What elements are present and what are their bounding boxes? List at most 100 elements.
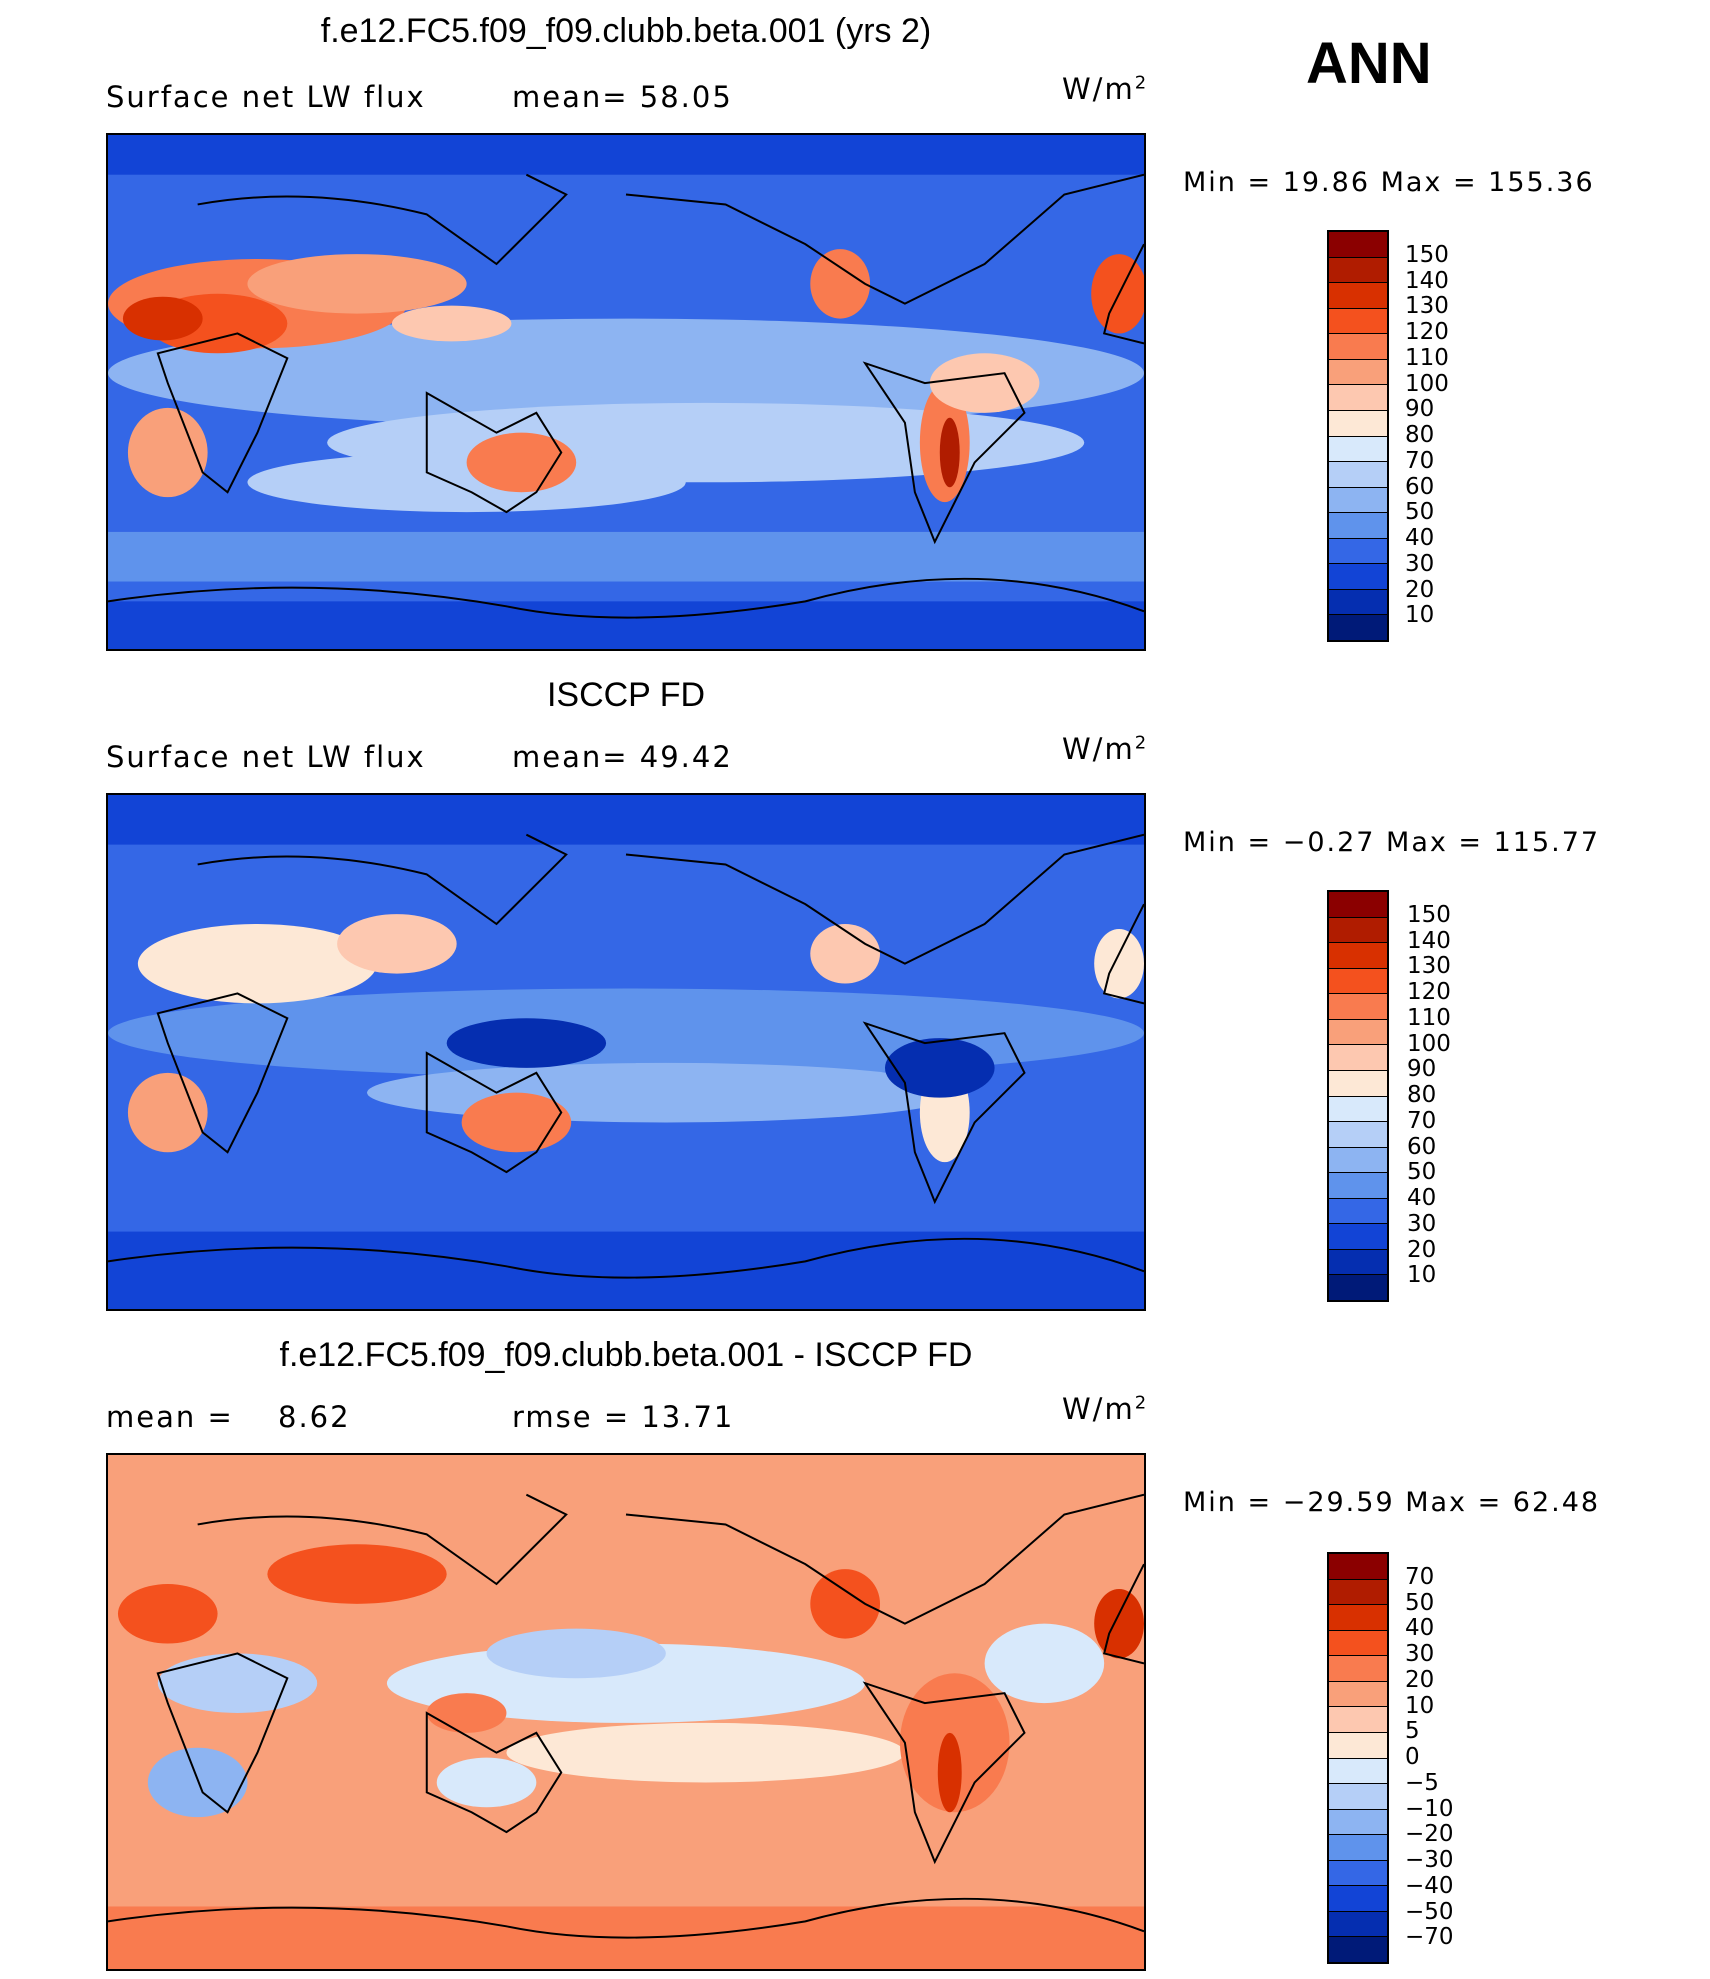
- panel3-mean-label: mean =: [106, 1400, 234, 1434]
- colorbar-tick-label: 140: [1407, 927, 1451, 954]
- colorbar-segment: [1329, 1045, 1387, 1071]
- colorbar-tick-label: 50: [1407, 1159, 1437, 1186]
- panel2-minmax: Min = −0.27 Max = 115.77: [1183, 827, 1601, 858]
- panel3-mean-value: 8.62: [278, 1400, 351, 1434]
- colorbar-segment: [1329, 994, 1387, 1020]
- colorbar-tick-label: 100: [1407, 1030, 1451, 1057]
- colorbar-segment: [1329, 564, 1387, 590]
- panel2-map: [106, 793, 1146, 1311]
- colorbar-tick-label: 20: [1407, 1236, 1437, 1263]
- panel3-minmax: Min = −29.59 Max = 62.48: [1183, 1487, 1601, 1518]
- colorbar-tick-label: 140: [1405, 267, 1449, 294]
- colorbar-segment: [1329, 1554, 1387, 1580]
- colorbar-tick-label: −10: [1405, 1795, 1454, 1822]
- colorbar-segment: [1329, 1019, 1387, 1046]
- panel2-variable: Surface net LW flux: [106, 740, 426, 774]
- colorbar-tick-label: 40: [1405, 1615, 1435, 1642]
- colorbar-tick-label: 30: [1405, 550, 1435, 577]
- colorbar-segment: [1329, 1147, 1387, 1174]
- panel3-colorbar: [1327, 1552, 1389, 1964]
- colorbar-segment: [1329, 1784, 1387, 1810]
- panel3-title: f.e12.FC5.f09_f09.clubb.beta.001 - ISCCP…: [279, 1336, 973, 1374]
- colorbar-segment: [1329, 892, 1387, 918]
- colorbar-tick-label: 5: [1405, 1718, 1420, 1745]
- colorbar-tick-label: 30: [1407, 1210, 1437, 1237]
- colorbar-tick-label: 70: [1405, 1563, 1435, 1590]
- colorbar-segment: [1329, 1758, 1387, 1785]
- panel2-mean: mean= 49.42: [512, 740, 733, 774]
- colorbar-tick-label: 150: [1405, 241, 1449, 268]
- colorbar-segment: [1329, 359, 1387, 386]
- season-label: ANN: [1306, 31, 1432, 96]
- colorbar-segment: [1329, 1249, 1387, 1276]
- colorbar-segment: [1329, 1707, 1387, 1733]
- colorbar-segment: [1329, 308, 1387, 335]
- colorbar-segment: [1329, 1630, 1387, 1657]
- colorbar-segment: [1329, 1070, 1387, 1097]
- colorbar-tick-label: 130: [1407, 953, 1451, 980]
- colorbar-segment: [1329, 1937, 1387, 1962]
- colorbar-tick-label: 40: [1405, 525, 1435, 551]
- colorbar-segment: [1329, 1224, 1387, 1250]
- panel1-colorbar: [1327, 230, 1389, 642]
- colorbar-segment: [1329, 1809, 1387, 1836]
- colorbar-segment: [1329, 1579, 1387, 1606]
- colorbar-tick-label: 80: [1407, 1082, 1437, 1108]
- panel1-title: f.e12.FC5.f09_f09.clubb.beta.001 (yrs 2): [320, 12, 932, 50]
- colorbar-segment: [1329, 1198, 1387, 1225]
- colorbar-segment: [1329, 1605, 1387, 1631]
- colorbar-tick-label: −30: [1405, 1847, 1454, 1873]
- colorbar-segment: [1329, 1886, 1387, 1912]
- panel1-variable: Surface net LW flux: [106, 80, 426, 114]
- panel1-mean: mean= 58.05: [512, 80, 733, 114]
- colorbar-tick-label: 40: [1407, 1185, 1437, 1211]
- colorbar-tick-label: 60: [1405, 473, 1435, 500]
- colorbar-segment: [1329, 1860, 1387, 1887]
- panel1-map: [106, 133, 1146, 651]
- panel2-units: W/m2: [1062, 732, 1149, 766]
- colorbar-segment: [1329, 968, 1387, 995]
- colorbar-segment: [1329, 334, 1387, 360]
- colorbar-tick-label: 10: [1407, 1262, 1437, 1289]
- colorbar-tick-label: 150: [1407, 901, 1451, 928]
- colorbar-tick-label: −40: [1405, 1872, 1454, 1899]
- panel3-rmse: rmse = 13.71: [512, 1400, 735, 1434]
- colorbar-segment: [1329, 1122, 1387, 1148]
- colorbar-tick-label: 70: [1407, 1107, 1437, 1134]
- colorbar-tick-label: 20: [1405, 576, 1435, 603]
- panel1-minmax: Min = 19.86 Max = 155.36: [1183, 167, 1595, 198]
- colorbar-tick-label: −5: [1405, 1769, 1439, 1796]
- colorbar-tick-label: −70: [1405, 1924, 1454, 1951]
- colorbar-tick-label: 10: [1405, 602, 1435, 629]
- colorbar-segment: [1329, 943, 1387, 969]
- colorbar-tick-label: 60: [1407, 1133, 1437, 1160]
- colorbar-segment: [1329, 1656, 1387, 1682]
- panel3-map: [106, 1453, 1146, 1971]
- colorbar-segment: [1329, 1732, 1387, 1759]
- colorbar-segment: [1329, 917, 1387, 944]
- colorbar-segment: [1329, 538, 1387, 565]
- colorbar-segment: [1329, 1173, 1387, 1199]
- colorbar-tick-label: 100: [1405, 370, 1449, 397]
- colorbar-tick-label: −20: [1405, 1821, 1454, 1848]
- colorbar-segment: [1329, 462, 1387, 488]
- colorbar-segment: [1329, 589, 1387, 616]
- colorbar-tick-label: 130: [1405, 293, 1449, 320]
- panel3-units: W/m2: [1062, 1392, 1149, 1426]
- colorbar-tick-label: 120: [1407, 979, 1451, 1005]
- colorbar-segment: [1329, 1835, 1387, 1861]
- colorbar-segment: [1329, 232, 1387, 258]
- colorbar-segment: [1329, 1275, 1387, 1300]
- colorbar-tick-label: 50: [1405, 499, 1435, 526]
- colorbar-segment: [1329, 487, 1387, 514]
- colorbar-segment: [1329, 410, 1387, 437]
- colorbar-segment: [1329, 385, 1387, 411]
- colorbar-segment: [1329, 1911, 1387, 1938]
- panel1-units: W/m2: [1062, 72, 1149, 106]
- colorbar-tick-label: 80: [1405, 422, 1435, 448]
- colorbar-tick-label: 90: [1407, 1056, 1437, 1083]
- colorbar-tick-label: 120: [1405, 319, 1449, 345]
- colorbar-segment: [1329, 615, 1387, 640]
- colorbar-tick-label: 20: [1405, 1666, 1435, 1693]
- colorbar-segment: [1329, 1681, 1387, 1708]
